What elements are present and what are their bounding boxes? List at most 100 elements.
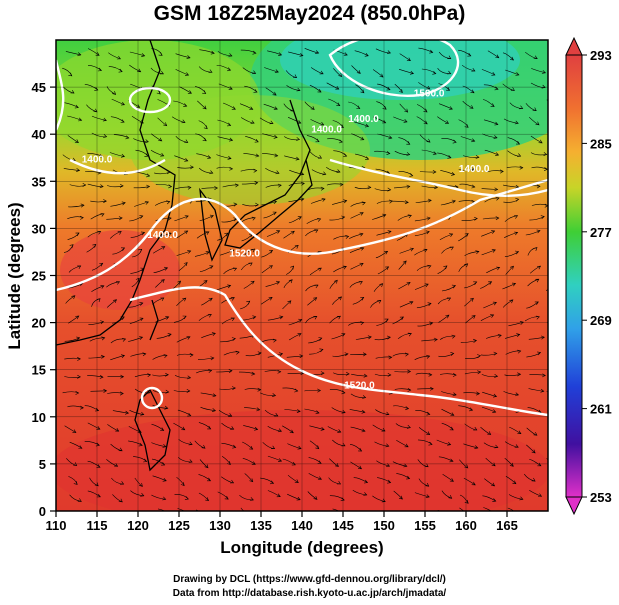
streamline-arrowhead [559, 390, 562, 393]
streamline-arrowhead [382, 213, 387, 218]
streamline [262, 133, 278, 138]
streamline-arrowhead [426, 354, 431, 359]
streamline-arrowhead [138, 336, 144, 340]
streamline-arrowhead [294, 245, 299, 249]
streamline-arrowhead [249, 478, 254, 483]
streamline-arrowhead [115, 428, 120, 432]
streamline [263, 211, 277, 219]
streamline [87, 153, 103, 157]
streamline [265, 281, 280, 287]
streamline [242, 441, 253, 450]
streamline-arrowhead [77, 357, 81, 361]
x-tick-label: 155 [414, 518, 436, 533]
streamline [87, 422, 101, 430]
streamline-arrowhead [273, 106, 278, 110]
streamline [150, 149, 164, 157]
streamline-arrowhead [515, 392, 520, 397]
streamline-arrowhead [492, 301, 497, 306]
streamline-arrowhead [184, 158, 189, 162]
streamline-arrowhead [163, 122, 168, 127]
streamline-arrowhead [320, 426, 325, 431]
streamline-arrowhead [317, 88, 322, 93]
streamline-arrowhead [212, 393, 217, 398]
streamline [110, 202, 126, 207]
streamline-arrowhead [203, 280, 208, 284]
streamline [547, 52, 548, 54]
streamline-arrowhead [536, 265, 542, 270]
x-tick-label: 145 [332, 518, 354, 533]
streamline-arrowhead [162, 478, 167, 482]
y-tick-label: 20 [32, 316, 46, 331]
streamline [355, 336, 372, 340]
streamline [67, 405, 84, 409]
streamline-arrowhead [367, 335, 372, 340]
streamline [392, 461, 407, 467]
streamline-arrowhead [471, 481, 476, 486]
streamline [153, 267, 168, 273]
streamline-arrowhead [202, 105, 207, 110]
streamline-arrowhead [538, 139, 543, 144]
streamline-arrowhead [467, 52, 472, 57]
streamline-arrowhead [494, 187, 499, 192]
streamline-arrowhead [361, 409, 366, 414]
streamline-arrowhead [386, 335, 391, 340]
streamline [307, 491, 318, 500]
streamline [526, 444, 536, 454]
streamline [485, 335, 502, 339]
streamline [487, 50, 499, 59]
colorbar-label: 261 [590, 402, 612, 417]
streamline-arrowhead [113, 516, 117, 519]
streamline [502, 52, 514, 61]
streamline-arrowhead [365, 156, 370, 160]
streamline [482, 99, 495, 107]
streamline-arrowhead [494, 374, 499, 378]
streamline-arrowhead [119, 391, 124, 396]
streamline-arrowhead [495, 152, 500, 156]
streamline-arrowhead [184, 139, 189, 143]
streamline-arrowhead [209, 265, 214, 269]
streamline-arrowhead [557, 317, 560, 320]
x-tick-label: 115 [87, 518, 108, 533]
streamline-arrowhead [356, 105, 361, 109]
streamline-arrowhead [333, 279, 338, 284]
streamline-arrowhead [516, 333, 521, 338]
streamline-arrowhead [271, 445, 276, 449]
plot-area: 1400.0 1400.0 1400.0 1400.0 1400.0 1500.0 1520… [55, 39, 565, 519]
streamline [393, 405, 409, 409]
streamline [308, 473, 322, 480]
streamline [128, 302, 143, 308]
streamline-arrowhead [491, 249, 496, 253]
streamline-arrowhead [164, 405, 169, 410]
streamline-arrowhead [499, 169, 504, 174]
streamline [129, 51, 145, 57]
streamline [112, 410, 129, 414]
streamline-arrowhead [203, 125, 208, 130]
streamline-arrowhead [387, 479, 392, 484]
streamline [529, 216, 545, 221]
streamline [376, 200, 393, 204]
streamline-arrowhead [100, 213, 105, 217]
streamline [482, 391, 497, 397]
streamline-arrowhead [160, 279, 165, 283]
streamline-arrowhead [235, 350, 240, 355]
streamline-arrowhead [103, 199, 107, 203]
streamline-arrowhead [184, 72, 190, 76]
streamline-arrowhead [317, 388, 322, 393]
streamline-arrowhead [160, 427, 165, 431]
streamline [178, 439, 193, 445]
streamline-arrowhead [120, 119, 125, 123]
streamline [350, 212, 364, 219]
streamline [502, 299, 514, 308]
streamline-arrowhead [158, 52, 163, 56]
streamline-arrowhead [409, 247, 414, 252]
streamline-arrowhead [388, 135, 393, 140]
streamline [504, 251, 519, 257]
streamline [480, 426, 491, 435]
streamline-arrowhead [446, 297, 452, 302]
streamline-arrowhead [562, 355, 565, 358]
streamline [267, 490, 281, 497]
streamline-arrowhead [96, 464, 101, 468]
streamline [480, 281, 492, 289]
streamline-arrowhead [297, 445, 302, 450]
